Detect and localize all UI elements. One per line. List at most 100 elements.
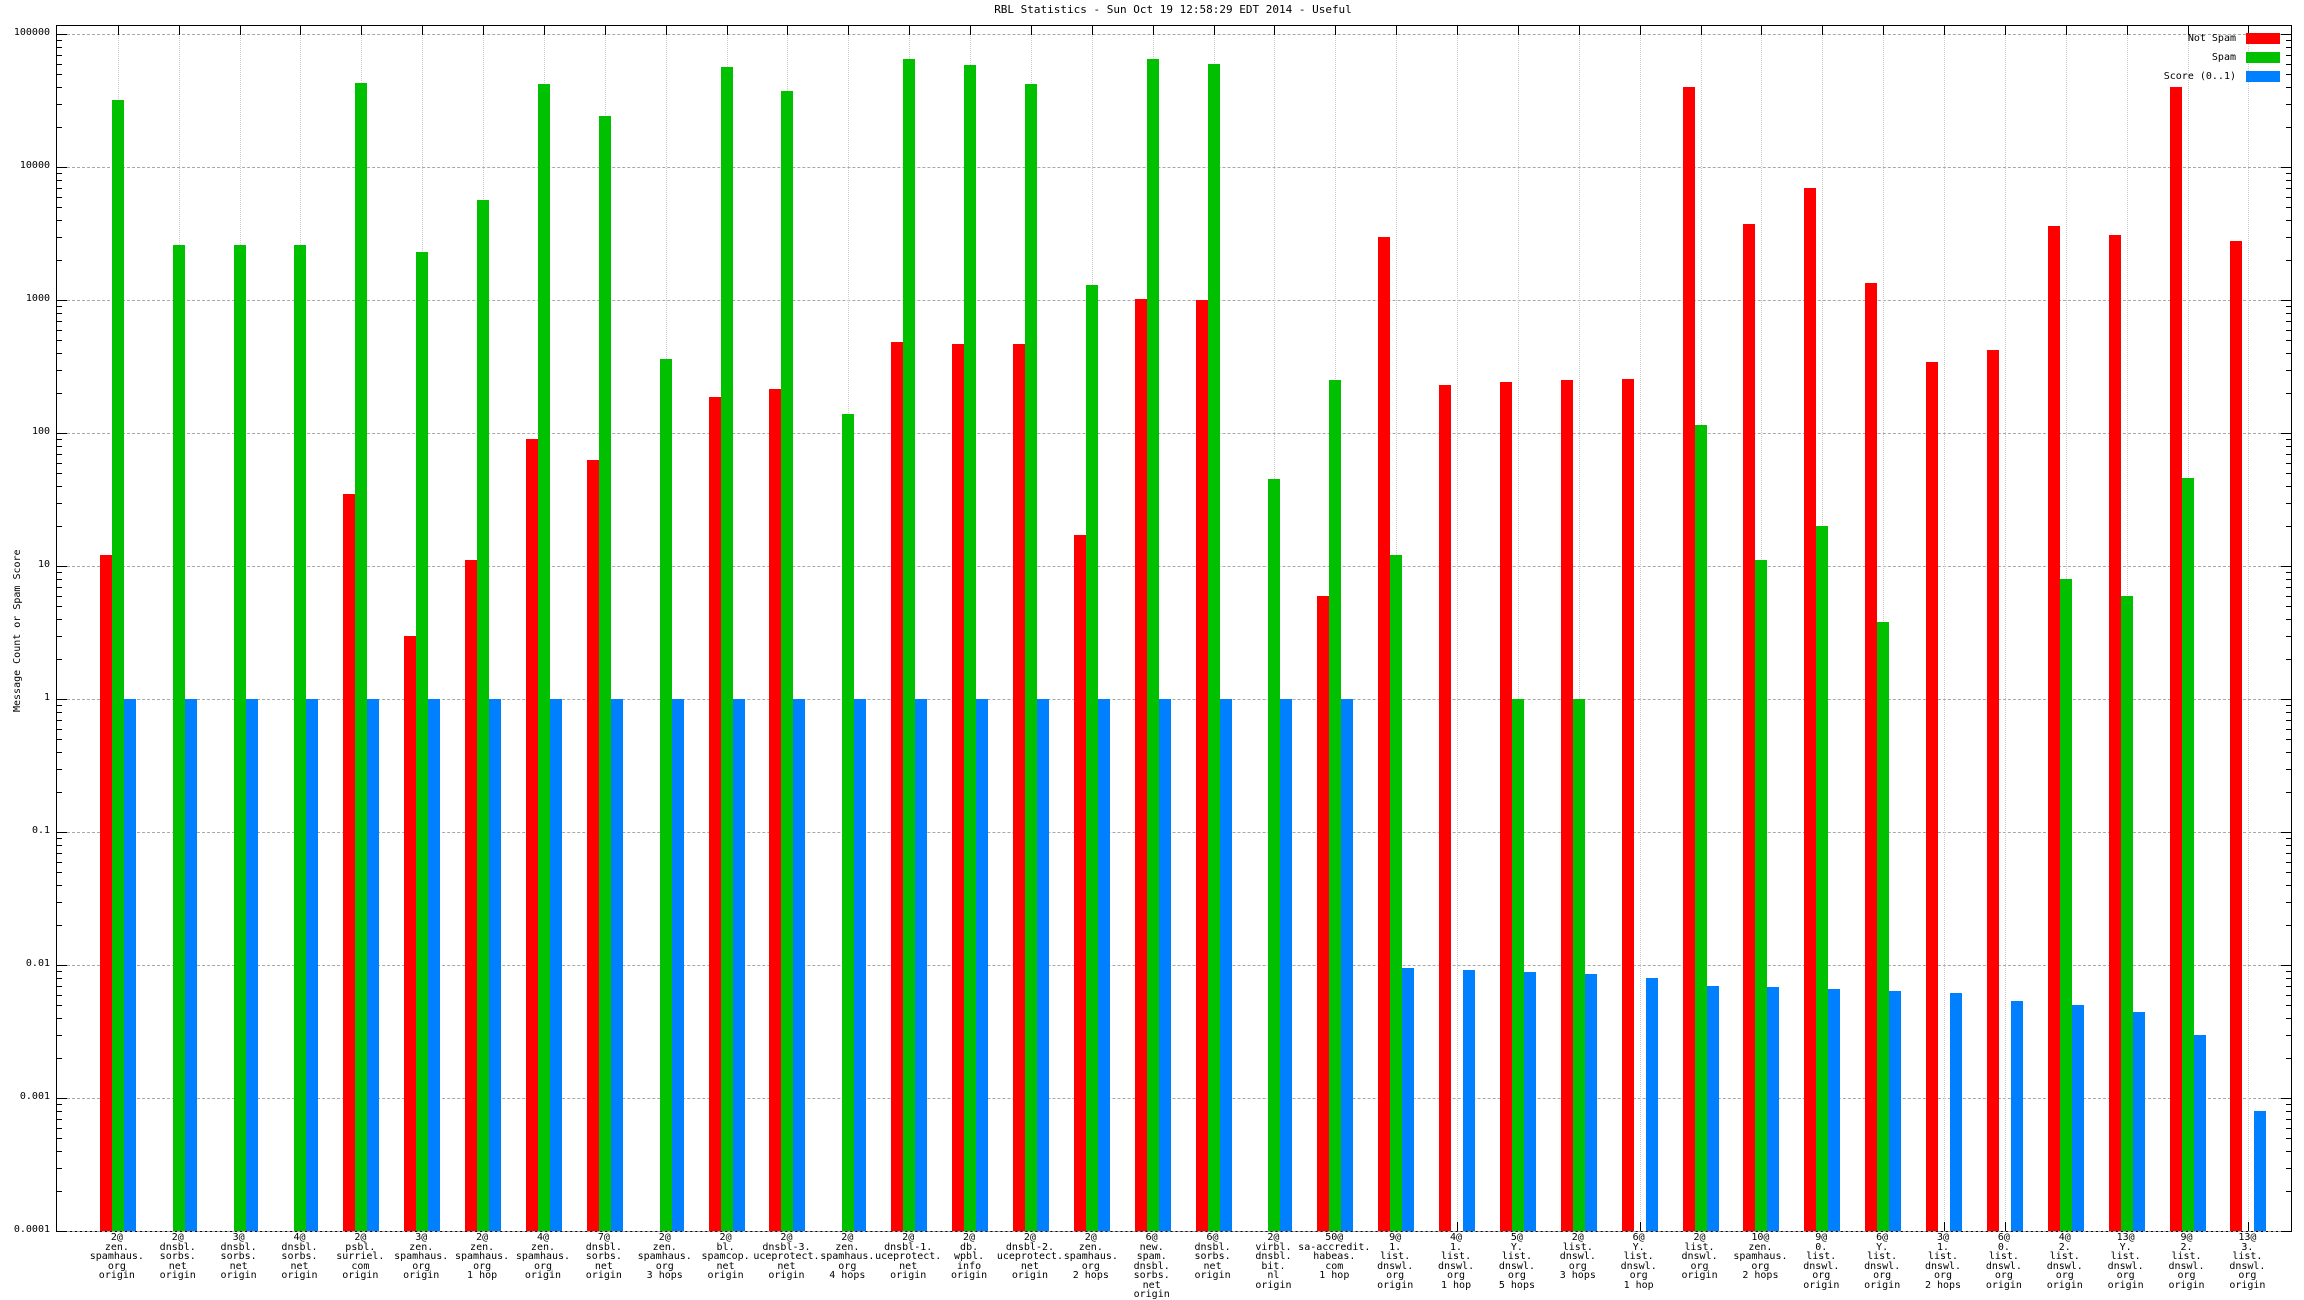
x-category-label-line: dnswl. <box>1864 1260 1901 1272</box>
bar-spam <box>1024 84 1037 1231</box>
y-minor-tick <box>2286 884 2291 886</box>
x-category-label-line: 0. <box>1815 1241 1828 1253</box>
y-minor-tick <box>2286 1005 2291 1007</box>
bar-not-spam <box>1926 362 1939 1231</box>
x-category-label-line: origin <box>1011 1270 1048 1281</box>
bar-spam <box>537 84 550 1231</box>
x-category-label: 6@ Y. list. dnswl. org 1 hop <box>1621 1233 1657 1290</box>
bar-not-spam <box>1317 595 1330 1231</box>
y-minor-tick <box>57 977 62 979</box>
chart-title: RBL Statistics - Sun Oct 19 12:58:29 EDT… <box>994 3 1352 16</box>
bar-spam <box>720 67 733 1231</box>
x-category-label-line: 4@ <box>536 1232 549 1243</box>
x-category-label-line: list. <box>1623 1251 1654 1262</box>
x-category-label-line: net <box>777 1260 796 1272</box>
y-minor-tick <box>57 1005 62 1007</box>
x-category-label-line: origin <box>1864 1279 1901 1291</box>
x-category-label-line: zen. <box>104 1241 129 1253</box>
y-minor-tick <box>57 439 62 441</box>
y-minor-tick <box>57 86 62 88</box>
x-category-label-line: sorbs. <box>281 1251 318 1262</box>
y-minor-tick <box>57 844 62 846</box>
x-top-tick <box>1944 26 1946 35</box>
bar-score-0-1 <box>184 699 197 1231</box>
x-category-label-line: 6@ <box>1145 1232 1158 1243</box>
y-gridline <box>57 167 2291 168</box>
x-top-tick <box>1639 26 1641 35</box>
x-category-label-line: dnswl. <box>1924 1260 1962 1272</box>
bar-score-0-1 <box>1889 990 1902 1231</box>
y-major-tick <box>2281 832 2291 833</box>
x-category-label-line: origin <box>281 1270 318 1281</box>
x-gridline <box>1517 26 1519 1231</box>
x-category-label-line: org <box>412 1260 431 1272</box>
x-category-label-line: dnsbl. <box>159 1241 196 1253</box>
x-category-label-line: org <box>1994 1270 2013 1281</box>
x-category-label-line: 2 hops <box>1924 1279 1962 1291</box>
bar-score-0-1 <box>1828 989 1841 1231</box>
y-minor-tick <box>57 259 62 261</box>
y-minor-tick <box>57 54 62 56</box>
y-major-tick <box>57 1098 67 1099</box>
x-category-label-line: org <box>2055 1270 2074 1281</box>
y-minor-tick <box>57 1190 62 1192</box>
y-minor-tick <box>57 173 62 175</box>
y-minor-tick <box>2286 320 2291 322</box>
x-category-label: 3@ 1. list. dnswl. org 2 hops <box>1925 1233 1961 1290</box>
y-minor-tick <box>2286 728 2291 730</box>
bar-score-0-1 <box>1463 969 1476 1231</box>
y-minor-tick <box>2286 259 2291 261</box>
x-category-label-line: 2@ <box>1267 1232 1280 1243</box>
x-category-label-line: 2@ <box>1084 1232 1097 1243</box>
x-category-label-line: dnswl. <box>1803 1260 1840 1272</box>
y-minor-tick <box>2286 1138 2291 1140</box>
y-minor-tick <box>2286 572 2291 574</box>
x-category-label-line: com <box>1325 1260 1344 1272</box>
x-top-tick <box>422 26 424 35</box>
y-major-tick <box>57 1231 67 1232</box>
x-category-label-line: net <box>168 1260 187 1272</box>
bar-spam <box>781 91 794 1231</box>
y-minor-tick <box>57 196 62 198</box>
y-minor-tick <box>2286 924 2291 926</box>
y-minor-tick <box>2286 586 2291 588</box>
bar-score-0-1 <box>671 699 684 1231</box>
bar-spam <box>2120 595 2133 1231</box>
y-minor-tick <box>2286 751 2291 753</box>
bar-not-spam <box>2047 226 2060 1231</box>
y-tick-label: 100 <box>31 426 50 437</box>
y-minor-tick <box>57 1104 62 1106</box>
bar-score-0-1 <box>1036 699 1049 1231</box>
x-category-label-line: spamhaus. <box>1063 1251 1118 1262</box>
y-minor-tick <box>2286 872 2291 874</box>
x-category-label-line: dnswl. <box>1498 1260 1535 1272</box>
y-minor-tick <box>2286 46 2291 48</box>
x-top-tick <box>2248 26 2250 35</box>
y-minor-tick <box>2286 578 2291 580</box>
x-category-label-line: bit. <box>1261 1260 1286 1272</box>
y-minor-tick <box>2286 595 2291 597</box>
y-minor-tick <box>2286 369 2291 371</box>
bar-not-spam <box>1865 282 1878 1231</box>
x-category-label-line: uceprotect. <box>875 1251 942 1262</box>
bar-not-spam <box>1073 535 1086 1231</box>
y-minor-tick <box>57 1034 62 1036</box>
x-category-label-line: dnswl. <box>1559 1251 1596 1262</box>
x-top-tick <box>2004 26 2006 35</box>
x-category-label: 4@ dnsbl. sorbs. net origin <box>281 1233 317 1281</box>
bar-not-spam <box>1439 384 1452 1231</box>
y-minor-tick <box>57 306 62 308</box>
x-category-label-line: dnsbl-1. <box>884 1241 933 1253</box>
y-minor-tick <box>2286 1190 2291 1192</box>
x-category-label-line: 3@ <box>415 1232 428 1243</box>
y-tick-label: 0.1 <box>31 825 50 836</box>
bar-spam <box>1755 560 1768 1231</box>
x-category-label-line: dnsbl-2. <box>1005 1241 1055 1253</box>
x-category-label: 2@ list. dnswl. org 3 hops <box>1560 1233 1596 1281</box>
y-minor-tick <box>2286 54 2291 56</box>
x-category-label-line: Y. <box>1876 1241 1889 1253</box>
bar-spam <box>416 251 429 1231</box>
y-minor-tick <box>57 924 62 926</box>
x-category-label-line: Y. <box>1510 1241 1523 1253</box>
y-minor-tick <box>2286 187 2291 189</box>
